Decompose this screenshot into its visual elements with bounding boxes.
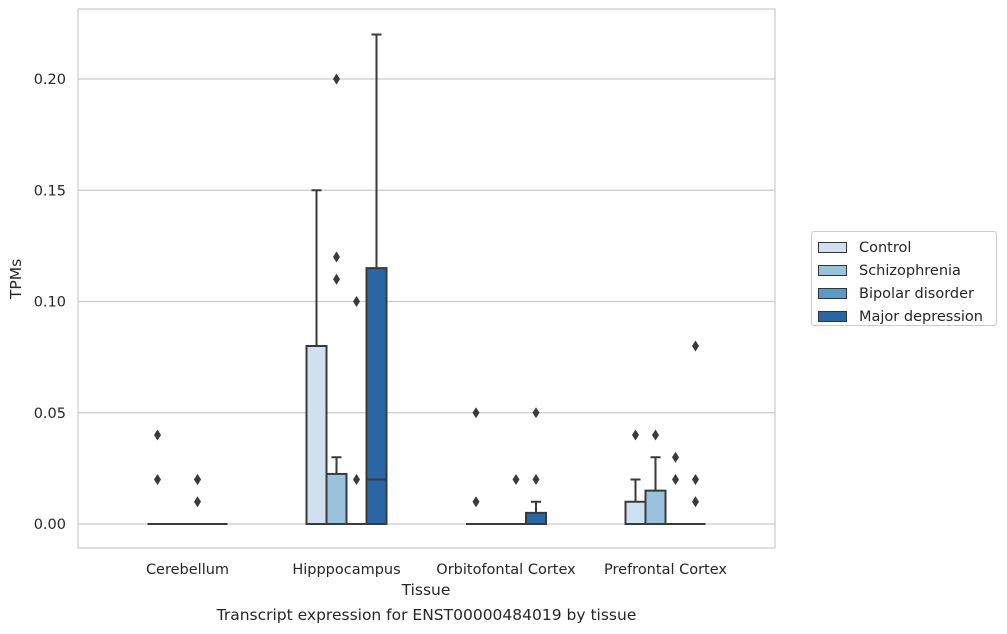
legend-item: Schizophrenia bbox=[818, 259, 996, 282]
outlier-point bbox=[194, 474, 201, 485]
outlier-point bbox=[472, 496, 480, 508]
y-tick-label: 0.20 bbox=[34, 72, 66, 88]
legend-swatch bbox=[818, 242, 847, 253]
outlier-point bbox=[333, 73, 340, 85]
box-bipolar-disorder bbox=[346, 296, 367, 525]
y-tick-label: 0.05 bbox=[34, 406, 66, 422]
box-major-depression bbox=[685, 340, 706, 525]
outlier-point bbox=[154, 474, 161, 485]
outlier-point bbox=[532, 407, 540, 419]
plot-area bbox=[77, 8, 776, 549]
outlier-point bbox=[532, 474, 540, 485]
chart-legend: Control Schizophrenia Bipolar disorder Majo… bbox=[811, 231, 997, 326]
x-tick-labels: Cerebellum Hipppocampus Orbitofontal Corte… bbox=[146, 562, 727, 578]
outlier-point bbox=[672, 451, 679, 463]
outlier-point bbox=[333, 251, 340, 263]
box-bipolar-disorder bbox=[665, 451, 686, 525]
outlier-point bbox=[353, 474, 360, 485]
outlier-point bbox=[632, 429, 639, 441]
box-body bbox=[365, 267, 388, 525]
outlier-point bbox=[154, 429, 161, 441]
box-bipolar-disorder bbox=[506, 474, 526, 525]
box-schizophrenia bbox=[644, 429, 667, 525]
box-control bbox=[305, 189, 328, 525]
box-body bbox=[325, 472, 348, 525]
y-tick-label: 0.10 bbox=[34, 295, 66, 311]
legend-label: Bipolar disorder bbox=[859, 285, 974, 302]
y-axis-label: TPMs bbox=[7, 259, 25, 300]
outlier-point bbox=[692, 496, 699, 508]
box-body bbox=[624, 500, 647, 525]
x-tick-label: Prefrontal Cortex bbox=[604, 562, 727, 578]
x-tick-label: Cerebellum bbox=[146, 562, 229, 578]
box-control bbox=[147, 429, 168, 525]
legend-item: Bipolar disorder bbox=[818, 282, 996, 305]
chart-caption: Transcript expression for ENST0000048401… bbox=[216, 606, 637, 624]
legend-label: Control bbox=[859, 239, 912, 256]
box-schizophrenia bbox=[325, 73, 348, 525]
box-body bbox=[644, 489, 667, 525]
box-series bbox=[147, 33, 706, 525]
y-tick-labels: 0.00 0.05 0.10 0.15 0.20 bbox=[34, 72, 66, 533]
outlier-point bbox=[692, 340, 699, 352]
box-body bbox=[305, 345, 328, 525]
box-control bbox=[466, 407, 486, 525]
legend-label: Major depression bbox=[859, 308, 983, 325]
box-control bbox=[624, 429, 647, 525]
legend-item: Control bbox=[818, 236, 996, 259]
x-axis-label: Tissue bbox=[401, 581, 451, 599]
y-tick-label: 0.00 bbox=[34, 517, 66, 533]
box-major-depression bbox=[525, 407, 547, 525]
outlier-point bbox=[692, 474, 699, 485]
outlier-point bbox=[652, 429, 659, 441]
y-tick-label: 0.15 bbox=[34, 183, 66, 199]
legend-swatch bbox=[818, 288, 847, 299]
outlier-point bbox=[333, 273, 340, 285]
legend-swatch bbox=[818, 311, 847, 322]
box-major-depression bbox=[365, 33, 388, 525]
outlier-point bbox=[672, 474, 679, 485]
outlier-point bbox=[472, 407, 480, 419]
x-tick-label: Orbitofontal Cortex bbox=[436, 562, 576, 578]
box-body bbox=[525, 511, 547, 525]
legend-label: Schizophrenia bbox=[859, 262, 961, 279]
outlier-point bbox=[353, 296, 360, 307]
legend-item: Major depression bbox=[818, 305, 996, 328]
x-tick-label: Hipppocampus bbox=[292, 562, 400, 578]
box-bipolar-disorder bbox=[187, 474, 208, 525]
legend-swatch bbox=[818, 265, 847, 276]
outlier-point bbox=[512, 474, 520, 485]
outlier-point bbox=[194, 496, 201, 508]
